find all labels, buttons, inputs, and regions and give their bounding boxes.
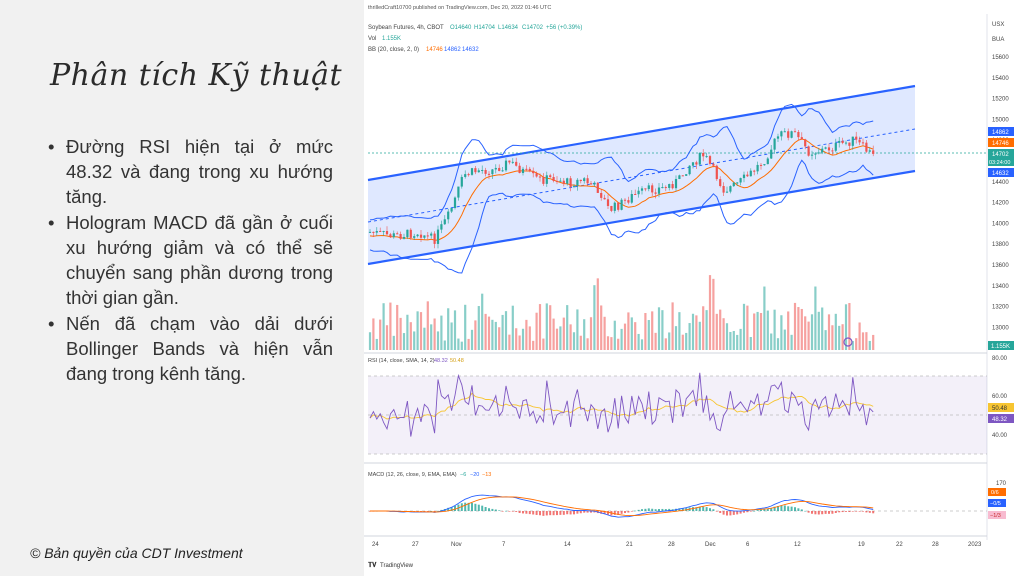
rsi-ma-value: 50.48: [450, 358, 464, 364]
bullet-bollinger: Nến đã chạm vào dải dưới Bollinger Bands…: [48, 311, 333, 386]
tradingview-logo-text: TradingView: [380, 563, 414, 569]
rsi-tick-80: 80.00: [992, 356, 1008, 362]
bb-basis-value: 14746: [426, 47, 443, 53]
badge-macd-hist: −1/3: [990, 513, 1001, 519]
macd-signal-line: [370, 496, 874, 517]
price-tick-label: 14000: [992, 221, 1009, 227]
rsi-value: 48.32: [434, 358, 448, 364]
time-tick-label: 22: [896, 542, 903, 548]
badge-countdown: 03:24:00: [989, 160, 1010, 166]
time-tick-label: 14: [564, 542, 571, 548]
channel-lower-line[interactable]: [367, 169, 916, 266]
currency-label: USX: [992, 22, 1004, 28]
vol-value: 1.155K: [382, 36, 401, 42]
time-tick-label: 21: [626, 542, 633, 548]
macd-tick: 170: [996, 481, 1007, 487]
bullet-list: Đường RSI hiện tại ở mức 48.32 và đang t…: [48, 134, 333, 387]
price-tick-label: 14200: [992, 201, 1009, 207]
candlestick-series[interactable]: [368, 128, 875, 249]
price-tick-label: 15200: [992, 97, 1009, 103]
bb-upper-value: 14862: [444, 47, 461, 53]
copyright-note: © Bản quyền của CDT Investment: [30, 545, 243, 561]
macd-label: MACD (12, 26, close, 9, EMA, EMA): [368, 472, 457, 478]
ohlc-close: C14702: [522, 25, 544, 31]
badge-rsi-ma: 50.48: [992, 406, 1008, 412]
macd-hist-value: −6: [460, 472, 466, 478]
unit-label: BUA: [992, 37, 1004, 43]
time-axis[interactable]: 24 27 Nov 7 14 21 28 Dec 6 12 19 22 28 2023: [372, 542, 982, 548]
time-tick-label: 19: [858, 542, 865, 548]
bullet-rsi: Đường RSI hiện tại ở mức 48.32 và đang t…: [48, 134, 333, 209]
macd-line: [369, 494, 874, 518]
time-tick-label: 24: [372, 542, 379, 548]
rsi-ma-line: [369, 392, 874, 420]
badge-rsi: 48.32: [992, 417, 1008, 423]
badge-macd-signal: 0/6: [991, 490, 999, 496]
ohlc-change: +56 (+0.39%): [546, 25, 582, 31]
bollinger-upper-band: [369, 103, 874, 221]
time-tick-label: 28: [932, 542, 939, 548]
rsi-tick-60: 60.00: [992, 394, 1008, 400]
time-tick-label: 7: [502, 542, 506, 548]
symbol-label: Soybean Futures, 4h, CBOT: [368, 25, 444, 31]
rsi-line: [369, 372, 874, 437]
price-tick-label: 15600: [992, 55, 1009, 61]
price-tick-label: 13000: [992, 325, 1009, 331]
price-tick-label: 13800: [992, 242, 1009, 248]
chart-canvas[interactable]: thrilledCraft10700 published on TradingV…: [364, 0, 1024, 576]
tradingview-logo-icon: 𝐓𝐕: [368, 562, 377, 569]
badge-bb-upper: 14862: [992, 130, 1009, 136]
price-tick-label: 13600: [992, 263, 1009, 269]
rsi-label: RSI (14, close, SMA, 14, 2): [368, 358, 435, 364]
macd-histogram: [369, 502, 875, 516]
bullet-macd: Hologram MACD đã gần ở cuối xu hướng giả…: [48, 210, 333, 310]
badge-volume: 1.155K: [991, 344, 1010, 350]
price-tick-label: 15000: [992, 117, 1009, 123]
rsi-tick-40: 40.00: [992, 433, 1008, 439]
price-tick-label: 15400: [992, 76, 1009, 82]
tradingview-chart[interactable]: thrilledCraft10700 published on TradingV…: [364, 0, 1024, 576]
time-tick-label: 12: [794, 542, 801, 548]
price-tick-label: 13400: [992, 284, 1009, 290]
time-tick-label: Dec: [705, 542, 716, 548]
time-tick-label: 6: [746, 542, 750, 548]
ohlc-high: H14704: [474, 25, 496, 31]
ohlc-open: O14640: [450, 25, 472, 31]
macd-value: −20: [470, 472, 479, 478]
badge-bb-lower: 14632: [992, 171, 1009, 177]
slide-title: Phân tích Kỹ thuật: [50, 58, 343, 93]
price-tick-label: 13200: [992, 305, 1009, 311]
macd-signal-value: −13: [482, 472, 491, 478]
bb-lower-value: 14632: [462, 47, 479, 53]
vol-label: Vol: [368, 36, 376, 42]
event-marker-icon[interactable]: [843, 337, 853, 347]
time-tick-label: 28: [668, 542, 675, 548]
time-tick-label: 27: [412, 542, 419, 548]
price-axis[interactable]: 1560015400152001500014800146001440014200…: [992, 55, 1009, 331]
badge-macd: −0/5: [990, 501, 1001, 507]
price-tick-label: 14400: [992, 180, 1009, 186]
time-tick-label: 2023: [968, 542, 982, 548]
ohlc-low: L14634: [498, 25, 519, 31]
badge-bb-basis: 14746: [992, 141, 1009, 147]
time-tick-label: Nov: [451, 542, 462, 548]
volume-bars: [368, 275, 875, 350]
channel-mid-line: [367, 128, 916, 223]
bb-label: BB (20, close, 2, 0): [368, 47, 419, 53]
badge-last-price: 14702: [992, 152, 1009, 158]
publish-note: thrilledCraft10700 published on TradingV…: [368, 5, 551, 11]
price-badges: 14862 14746 14702 03:24:00 14632 1.155K: [988, 127, 1014, 350]
bollinger-lower-band: [369, 159, 874, 274]
